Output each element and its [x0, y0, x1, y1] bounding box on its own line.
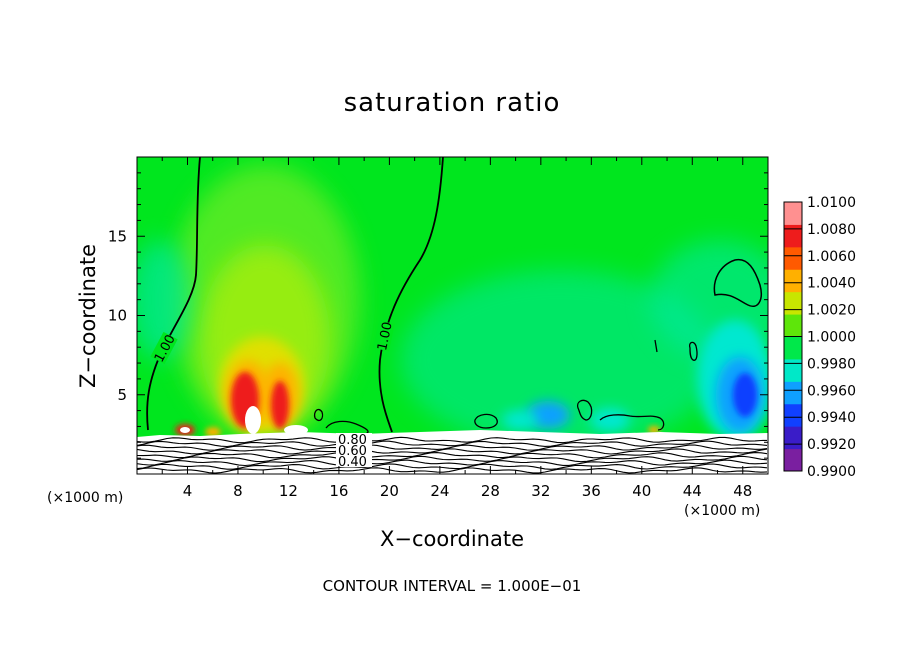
x-axis-label: X−coordinate	[380, 527, 524, 551]
colorbar-swatch-4	[784, 358, 802, 382]
y-tick-label-1: 10	[108, 307, 127, 325]
x-unit-right: (×1000 m)	[684, 503, 761, 519]
colorbar-swatch-8	[784, 269, 802, 293]
bottom-contour-0	[137, 436, 768, 444]
bottom-contour-5	[137, 455, 768, 463]
colorbar-label-8: 0.9940	[807, 410, 856, 426]
x-unit-left: (×1000 m)	[47, 490, 124, 506]
y-axis: 5 10 15	[108, 172, 768, 459]
bottom-contour-8	[137, 467, 768, 474]
x-tick-label-2: 12	[279, 482, 298, 500]
colorbar-label-10: 0.9900	[807, 464, 856, 480]
colorbar-label-2: 1.0060	[807, 249, 856, 265]
contour-label-5: 0.40	[338, 455, 367, 470]
bottom-contour-lines	[137, 436, 768, 474]
colorbar-label-5: 1.0000	[807, 330, 856, 346]
contour-blob-7	[325, 420, 369, 435]
x-axis: 4 8 12 16 20 24 28 32 36 40 44 48	[161, 157, 752, 500]
colorbar-label-3: 1.0040	[807, 276, 856, 292]
colorbar-label-0: 1.0100	[807, 195, 856, 211]
chart-title: saturation ratio	[343, 88, 561, 118]
contour-blob-4	[576, 399, 593, 421]
x-tick-label-1: 8	[233, 482, 243, 500]
contour-label-2: 1.00	[375, 321, 396, 352]
contour-blob-3	[654, 339, 658, 353]
bottom-contour-1	[137, 440, 768, 448]
x-tick-label-11: 48	[733, 482, 752, 500]
colorbar-swatch-10	[784, 224, 802, 248]
colorbar-swatch-3	[784, 381, 802, 405]
x-tick-label-7: 32	[531, 482, 550, 500]
contour-blob-8	[599, 414, 665, 431]
contour-blob-5	[474, 413, 498, 429]
x-tick-label-4: 20	[380, 482, 399, 500]
colorbar-swatch-1	[784, 426, 802, 450]
colorbar-swatch-9	[784, 246, 802, 270]
bottom-contour-4	[137, 452, 768, 459]
heatmap-field: 1.00 1.00 0.80 0.60 0.40	[137, 157, 768, 474]
colorbar-label-9: 0.9920	[807, 437, 856, 453]
x-tick-label-3: 16	[329, 482, 348, 500]
colorbar-swatch-2	[784, 403, 802, 427]
contour-blob-1	[713, 258, 762, 307]
contour-line-1	[146, 157, 201, 431]
colorbar-swatch-7	[784, 291, 802, 315]
x-tick-label-8: 36	[582, 482, 601, 500]
colorbar-swatch-5	[784, 336, 802, 360]
colorbar-swatch-11	[784, 202, 802, 225]
bottom-contour-7	[137, 463, 768, 470]
contour-blob-2	[688, 341, 698, 361]
x-tick-label-9: 40	[632, 482, 651, 500]
colorbar-label-1: 1.0080	[807, 222, 856, 238]
x-tick-label-5: 24	[430, 482, 449, 500]
colorbar-swatch-6	[784, 314, 802, 337]
x-tick-label-0: 4	[183, 482, 193, 500]
bottom-contour-6	[137, 459, 768, 467]
colorbar-label-4: 1.0020	[807, 303, 856, 319]
colorbar-label-7: 0.9960	[807, 383, 856, 399]
y-tick-label-2: 15	[108, 227, 127, 245]
contour-interval-note: CONTOUR INTERVAL = 1.000E−01	[322, 577, 582, 595]
colorbar-label-6: 0.9980	[807, 356, 856, 372]
bottom-contour-2	[137, 444, 768, 451]
bottom-contour-3	[137, 448, 768, 455]
colorbar: 1.0100 1.0080 1.0060 1.0040 1.0020 1.0000 0.99…	[783, 195, 856, 480]
contour-line-2	[378, 157, 444, 433]
y-tick-label-0: 5	[117, 386, 127, 404]
x-tick-label-6: 28	[481, 482, 500, 500]
y-axis-label: Z−coordinate	[76, 244, 100, 388]
x-tick-label-10: 44	[683, 482, 702, 500]
colorbar-swatch-0	[784, 448, 802, 472]
contour-blob-6	[313, 408, 324, 422]
